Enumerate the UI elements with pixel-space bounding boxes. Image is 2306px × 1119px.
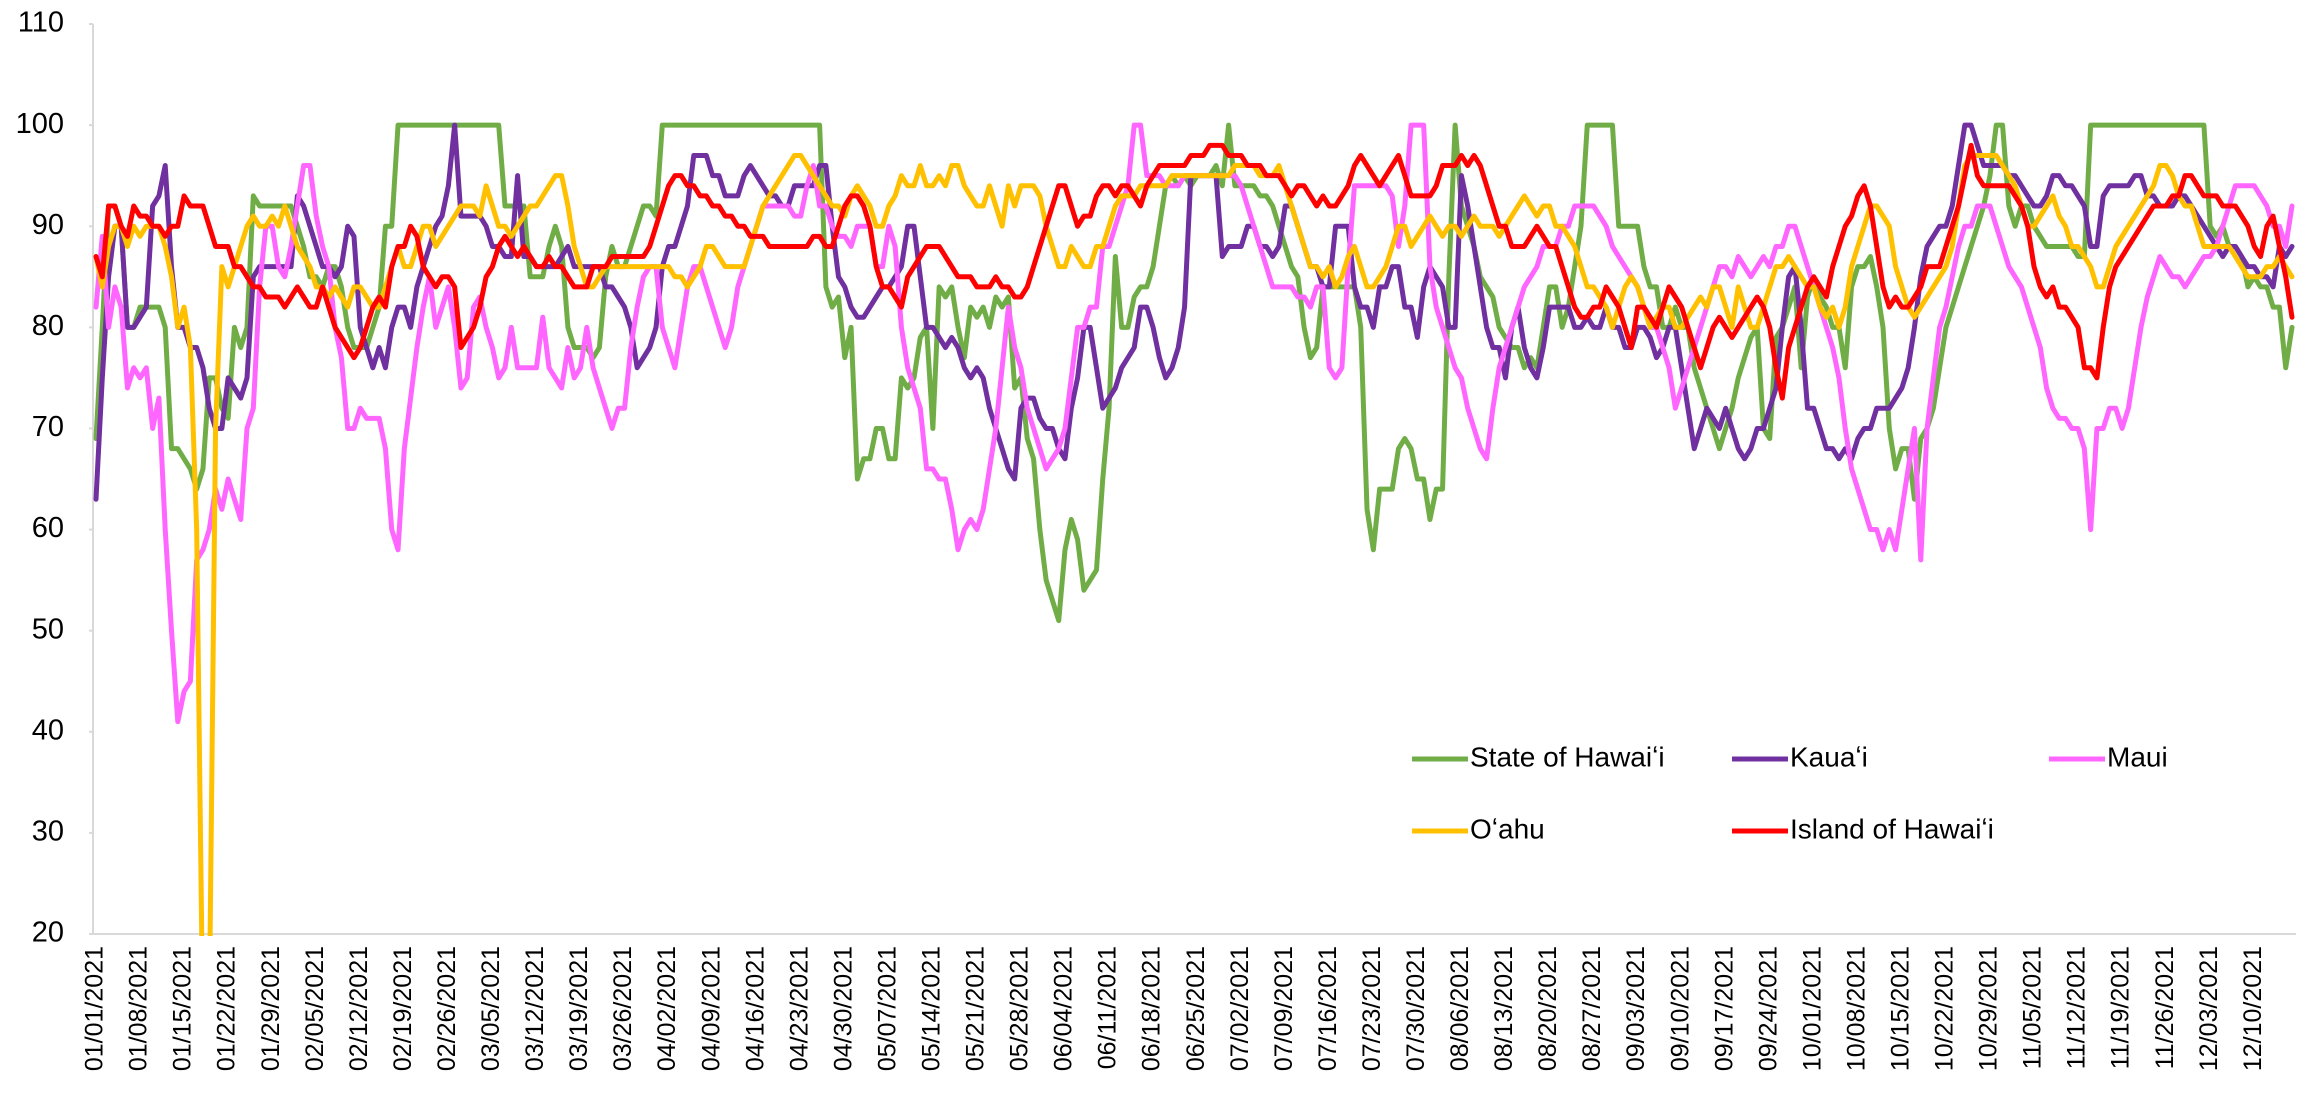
x-tick-label: 05/28/2021: [1006, 946, 1034, 1071]
y-tick-label: 50: [32, 613, 64, 645]
x-tick-label: 08/27/2021: [1578, 946, 1606, 1071]
x-tick-label: 07/09/2021: [1270, 946, 1298, 1071]
x-tick-label: 12/10/2021: [2239, 946, 2267, 1071]
x-tick-label: 09/10/2021: [1666, 946, 1694, 1071]
x-tick-label: 10/29/2021: [1975, 946, 2003, 1071]
x-tick-label: 08/06/2021: [1446, 946, 1474, 1071]
x-tick-label: 07/16/2021: [1314, 946, 1342, 1071]
x-tick-label: 02/05/2021: [301, 946, 329, 1071]
x-tick-label: 10/15/2021: [1886, 946, 1914, 1071]
x-tick-label: 05/14/2021: [917, 946, 945, 1071]
legend-label: Kauaʻi: [1790, 741, 1868, 772]
x-tick-label: 03/19/2021: [565, 946, 593, 1071]
x-tick-label: 04/09/2021: [697, 946, 725, 1071]
x-tick-label: 02/12/2021: [345, 946, 373, 1071]
x-tick-label: 08/13/2021: [1490, 946, 1518, 1071]
x-tick-label: 06/04/2021: [1050, 946, 1078, 1071]
x-tick-label: 07/02/2021: [1226, 946, 1254, 1071]
x-tick-label: 08/20/2021: [1534, 946, 1562, 1071]
x-tick-label: 04/23/2021: [785, 946, 813, 1071]
x-tick-label: 01/22/2021: [213, 946, 241, 1071]
x-tick-label: 04/02/2021: [653, 946, 681, 1071]
series-line: [93, 142, 2295, 401]
series-line: [93, 122, 2295, 725]
x-tick-label: 04/30/2021: [829, 946, 857, 1071]
x-tick-label: 03/05/2021: [477, 946, 505, 1071]
x-tick-label: 09/17/2021: [1710, 946, 1738, 1071]
x-tick-label: 10/01/2021: [1798, 946, 1826, 1071]
x-tick-label: 06/18/2021: [1138, 946, 1166, 1071]
x-tick-label: 01/01/2021: [81, 946, 109, 1071]
x-tick-label: 05/07/2021: [873, 946, 901, 1071]
x-tick-label: 09/24/2021: [1754, 946, 1782, 1071]
x-tick-label: 10/08/2021: [1842, 946, 1870, 1071]
x-tick-label: 06/25/2021: [1182, 946, 1210, 1071]
x-tick-label: 04/16/2021: [741, 946, 769, 1071]
y-tick-label: 60: [32, 512, 64, 544]
y-tick-label: 40: [32, 714, 64, 746]
x-tick-label: 09/03/2021: [1622, 946, 1650, 1071]
x-tick-label: 05/21/2021: [962, 946, 990, 1071]
series-line: [93, 122, 2295, 624]
legend-label: State of Hawaiʻi: [1470, 741, 1665, 772]
x-tick-label: 03/26/2021: [609, 946, 637, 1071]
x-tick-label: 01/15/2021: [169, 946, 197, 1071]
x-tick-label: 03/12/2021: [521, 946, 549, 1071]
y-tick-label: 80: [32, 310, 64, 342]
x-tick-label: 10/22/2021: [1931, 946, 1959, 1071]
x-tick-label: 11/19/2021: [2107, 946, 2135, 1069]
y-tick-label: 70: [32, 411, 64, 443]
plot-area: [93, 122, 2295, 936]
x-tick-label: 01/29/2021: [257, 946, 285, 1071]
y-tick-label: 30: [32, 816, 64, 848]
y-tick-label: 90: [32, 209, 64, 241]
x-tick-label: 11/05/2021: [2019, 946, 2047, 1069]
x-tick-label: 07/30/2021: [1402, 946, 1430, 1071]
legend-label: Maui: [2107, 741, 2168, 772]
x-tick-label: 11/26/2021: [2151, 946, 2179, 1069]
y-tick-label: 20: [32, 917, 64, 949]
series-line: [93, 152, 2295, 936]
x-tick-label: 07/23/2021: [1358, 946, 1386, 1071]
x-tick-label: 06/11/2021: [1094, 946, 1122, 1069]
x-tick-label: 01/08/2021: [125, 946, 153, 1071]
x-tick-label: 02/26/2021: [433, 946, 461, 1071]
legend-label: Oʻahu: [1470, 813, 1545, 844]
y-tick-label: 100: [16, 108, 64, 140]
y-tick-label: 110: [18, 7, 64, 39]
legend-label: Island of Hawaiʻi: [1790, 813, 1994, 844]
x-tick-label: 11/12/2021: [2063, 946, 2091, 1069]
x-tick-label: 12/03/2021: [2195, 946, 2223, 1071]
x-tick-label: 02/19/2021: [389, 946, 417, 1071]
